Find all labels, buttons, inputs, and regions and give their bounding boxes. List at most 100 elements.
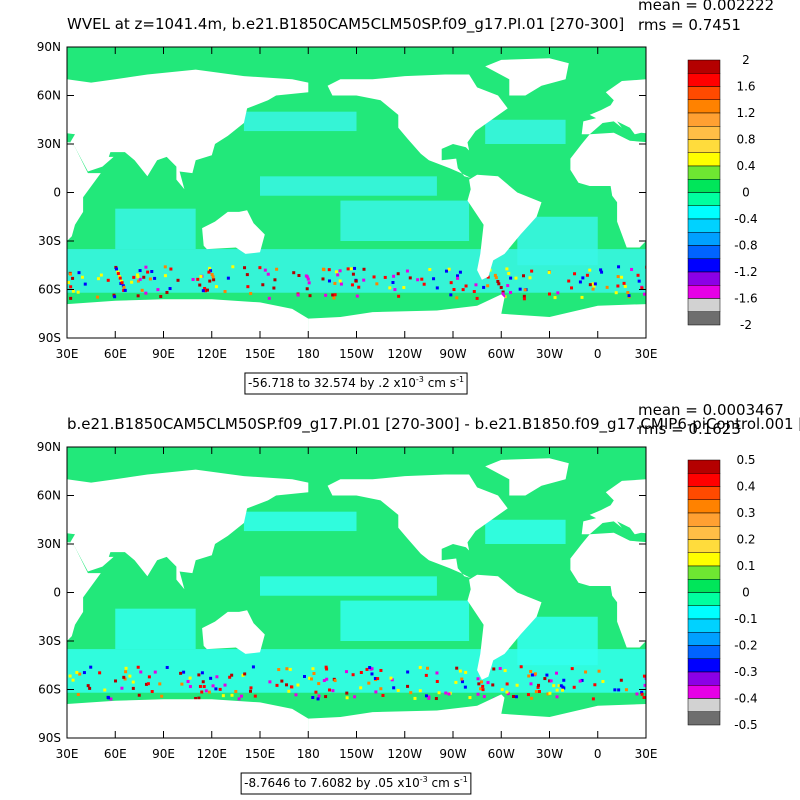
speckle xyxy=(75,670,79,674)
speckle xyxy=(317,694,321,698)
speckle xyxy=(522,294,526,298)
speckle xyxy=(76,290,80,294)
speckle xyxy=(196,277,200,281)
ocean-band xyxy=(340,600,470,641)
land xyxy=(67,699,309,738)
colorbar-box xyxy=(687,459,721,474)
speckle xyxy=(572,685,576,689)
speckle xyxy=(249,292,253,296)
speckle xyxy=(165,665,169,669)
speckle xyxy=(114,265,118,269)
land xyxy=(570,532,646,648)
speckle xyxy=(591,287,595,291)
speckle xyxy=(548,679,552,683)
speckle xyxy=(447,267,451,271)
lon-label: 120E xyxy=(197,747,228,761)
info-box xyxy=(240,772,472,795)
lat-label: 30S xyxy=(38,234,61,248)
speckle xyxy=(237,697,241,701)
speckle xyxy=(620,275,624,279)
lon-label: 30E xyxy=(635,747,658,761)
speckle xyxy=(163,265,167,269)
speckle xyxy=(500,688,504,692)
speckle xyxy=(454,680,458,684)
speckle xyxy=(144,682,148,686)
speckle xyxy=(309,677,313,681)
speckle xyxy=(502,294,506,298)
speckle xyxy=(331,689,335,693)
land xyxy=(276,318,309,338)
speckle xyxy=(285,667,289,671)
speckle xyxy=(555,688,559,692)
speckle xyxy=(136,275,140,279)
speckle xyxy=(285,683,289,687)
speckle xyxy=(198,684,202,688)
speckle xyxy=(98,671,102,675)
speckle xyxy=(376,677,380,681)
speckle xyxy=(327,279,331,283)
lon-label: 180 xyxy=(297,347,320,361)
speckle xyxy=(136,279,140,283)
speckle xyxy=(578,280,582,284)
speckle xyxy=(509,276,513,280)
lon-label: 90E xyxy=(152,347,175,361)
colorbar-box xyxy=(687,499,721,514)
speckle xyxy=(626,291,630,295)
speckle xyxy=(468,696,472,700)
map-field xyxy=(67,47,646,338)
land xyxy=(276,718,309,738)
speckle xyxy=(416,278,420,282)
speckle xyxy=(616,284,620,288)
speckle xyxy=(458,270,462,274)
ocean-band xyxy=(260,176,437,196)
lon-label: 150W xyxy=(339,347,374,361)
speckle xyxy=(294,693,298,697)
lon-label: 180 xyxy=(297,747,320,761)
speckle xyxy=(388,286,392,290)
speckle xyxy=(163,274,167,278)
lon-label: 90E xyxy=(152,747,175,761)
speckle xyxy=(197,696,201,700)
speckle xyxy=(643,683,646,687)
speckle xyxy=(397,294,401,298)
speckle xyxy=(637,279,641,283)
speckle xyxy=(506,284,510,288)
ocean-band xyxy=(115,208,196,250)
speckle xyxy=(627,294,631,298)
speckle xyxy=(136,665,140,669)
speckle xyxy=(338,269,342,273)
speckle xyxy=(553,296,557,300)
speckle xyxy=(479,680,483,684)
lon-label: 0 xyxy=(594,747,602,761)
speckle xyxy=(622,281,626,285)
speckle xyxy=(523,288,527,292)
speckle xyxy=(428,268,432,272)
speckle xyxy=(537,683,541,687)
info-part: -8.7646 to 7.6082 by .05 x10 xyxy=(244,776,420,790)
lon-label: 30W xyxy=(536,747,563,761)
speckle xyxy=(272,286,276,290)
speckle xyxy=(99,273,103,277)
speckle xyxy=(635,692,639,696)
speckle xyxy=(80,275,84,279)
land xyxy=(202,610,265,654)
speckle xyxy=(332,296,336,300)
speckle xyxy=(203,286,207,290)
speckle xyxy=(135,273,139,277)
colorbar-box xyxy=(687,618,721,633)
speckle xyxy=(311,667,315,671)
speckle xyxy=(501,290,505,294)
speckle xyxy=(351,272,355,276)
lat-label: 0 xyxy=(53,586,61,600)
map-field xyxy=(67,447,646,738)
speckle xyxy=(212,278,216,282)
speckle xyxy=(408,276,412,280)
speckle xyxy=(114,679,118,683)
speckle xyxy=(402,286,406,290)
colorbar-box xyxy=(687,298,721,312)
speckle xyxy=(623,284,627,288)
speckle xyxy=(321,267,325,271)
colorbar-label: -0.3 xyxy=(734,665,757,679)
speckle xyxy=(123,288,127,292)
